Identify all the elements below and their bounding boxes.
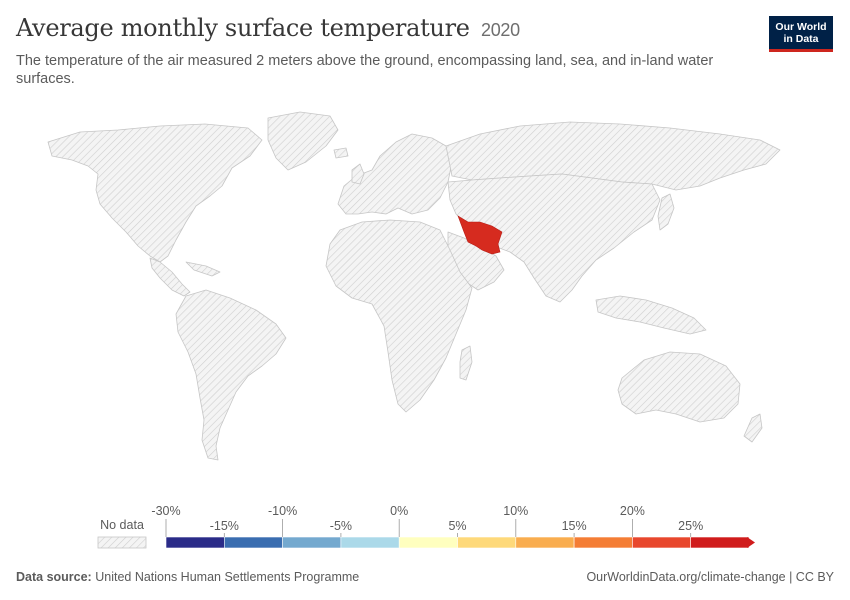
chart-title: Average monthly surface temperature 2020 (16, 14, 520, 42)
chart-subtitle: The temperature of the air measured 2 me… (16, 53, 714, 87)
title-year: 2020 (481, 20, 520, 40)
north-america[interactable] (47, 123, 263, 263)
legend-no-data-label: No data (100, 518, 144, 532)
africa[interactable] (325, 219, 473, 413)
logo-line-2: in Data (783, 33, 819, 45)
legend-bottom-label: 25% (678, 519, 703, 533)
south-america[interactable] (175, 289, 287, 461)
legend-bin-6[interactable] (515, 536, 575, 549)
legend-bin-5[interactable] (457, 536, 517, 549)
source-text: United Nations Human Settlements Program… (95, 570, 360, 584)
legend-no-data-swatch (97, 536, 147, 549)
legend-bottom-label: 15% (562, 519, 587, 533)
japan[interactable] (657, 193, 675, 231)
legend-bin-3[interactable] (340, 536, 400, 549)
legend-bin-9[interactable] (690, 536, 750, 549)
url-note[interactable]: OurWorldinData.org/climate-change | CC B… (586, 570, 834, 584)
legend-arrow (747, 537, 755, 548)
legend-top-label: 0% (390, 504, 408, 518)
legend-bin-0[interactable] (165, 536, 225, 549)
legend-top-label: 20% (620, 504, 645, 518)
legend-bin-8[interactable] (632, 536, 692, 549)
caribbean[interactable] (185, 261, 221, 277)
legend-bottom-label: -5% (330, 519, 352, 533)
new-zealand[interactable] (743, 413, 763, 443)
world-map[interactable] (0, 95, 850, 475)
central-america[interactable] (149, 257, 191, 297)
united-kingdom[interactable] (351, 163, 365, 185)
source-label: Data source: (16, 570, 92, 584)
owid-logo[interactable]: Our World in Data (769, 16, 833, 52)
legend-bin-2[interactable] (282, 536, 342, 549)
title-text: Average monthly surface temperature (16, 14, 470, 42)
legend-bin-7[interactable] (573, 536, 633, 549)
legend-bin-4[interactable] (398, 536, 458, 549)
southeast-asia[interactable] (595, 295, 707, 335)
legend-bottom-label: -15% (210, 519, 239, 533)
iran[interactable] (457, 215, 503, 255)
legend-bin-1[interactable] (224, 536, 283, 549)
color-legend: No data -30% -10% 0% 10% 20% -15% -5% 5% 15% 25% (97, 504, 755, 549)
europe[interactable] (337, 133, 453, 215)
legend-top-label: -30% (151, 504, 180, 518)
madagascar[interactable] (459, 345, 473, 381)
legend-top-label: 10% (503, 504, 528, 518)
legend-bottom-label: 5% (448, 519, 466, 533)
logo-line-1: Our World (775, 21, 827, 33)
iceland[interactable] (333, 147, 349, 159)
greenland[interactable] (267, 111, 339, 171)
source-note: Data source: United Nations Human Settle… (16, 570, 359, 584)
australia[interactable] (617, 351, 741, 423)
legend-top-label: -10% (268, 504, 297, 518)
